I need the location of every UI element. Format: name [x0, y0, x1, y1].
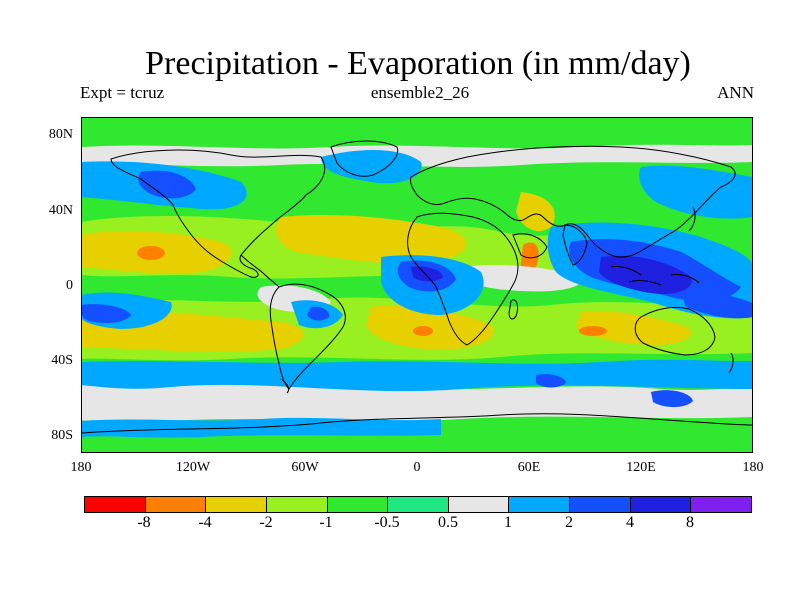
lon-label: 180	[742, 460, 764, 475]
colorbar-segment	[327, 497, 389, 512]
field-region	[599, 255, 692, 295]
lon-label: 60E	[517, 460, 541, 475]
coastline	[628, 280, 662, 286]
experiment-label: Expt = tcruz	[80, 83, 165, 102]
colorbar-label: -0.5	[374, 514, 400, 531]
map-title: Precipitation - Evaporation (in mm/day)	[145, 45, 691, 82]
colorbar-label: 1	[504, 514, 512, 531]
field-region	[639, 165, 753, 219]
coastline	[269, 283, 346, 390]
colorbar-segment	[448, 497, 510, 512]
field-region	[576, 311, 692, 345]
field-region	[81, 304, 131, 323]
colorbar-segment	[570, 497, 631, 512]
coastline	[562, 224, 588, 266]
lat-label: 0	[66, 278, 73, 293]
lat-label: 80N	[48, 127, 73, 142]
colorbar-segment	[509, 497, 571, 512]
field-region	[413, 326, 433, 336]
colorbar-label: -4	[198, 514, 212, 531]
coastline	[240, 254, 280, 288]
colorbar-segment	[691, 497, 752, 512]
precipitation-map	[81, 117, 753, 453]
ensemble-label: ensemble2_26	[370, 83, 470, 102]
coastline	[508, 299, 518, 320]
coastline	[410, 145, 736, 258]
coastline	[81, 413, 753, 434]
field-region	[81, 417, 441, 438]
coastline	[407, 212, 519, 346]
coastline	[110, 149, 326, 278]
field-region	[536, 374, 566, 388]
field-region	[276, 215, 467, 264]
lat-label: 80S	[51, 428, 73, 443]
field-region	[516, 192, 555, 232]
colorbar-segment	[630, 497, 692, 512]
lat-label: 40N	[48, 203, 73, 218]
coastline	[688, 206, 696, 232]
field-region	[579, 326, 607, 336]
lon-label: 180	[70, 460, 92, 475]
colorbar	[84, 496, 752, 513]
colorbar-segment	[388, 497, 449, 512]
field-region	[321, 150, 422, 184]
colorbar-label: 2	[565, 514, 573, 531]
colorbar-label: 8	[686, 514, 694, 531]
lon-label: 0	[413, 460, 421, 475]
coastline	[728, 352, 734, 374]
coastline	[280, 378, 290, 394]
colorbar-segment	[266, 497, 328, 512]
field-region	[460, 265, 582, 292]
field-region	[681, 291, 753, 319]
lon-label: 120E	[626, 460, 656, 475]
field-region	[307, 306, 330, 321]
colorbar-segment	[85, 497, 146, 512]
colorbar-label: 4	[626, 514, 634, 531]
field-region	[81, 144, 753, 167]
field-region	[411, 266, 443, 282]
field-region	[81, 359, 753, 392]
coastline	[512, 233, 548, 259]
coastline	[330, 140, 399, 177]
colorbar-label: -8	[137, 514, 151, 531]
colorbar-label: -2	[259, 514, 273, 531]
coastline	[670, 274, 700, 284]
field-region	[138, 170, 196, 199]
map-svg	[81, 117, 753, 453]
map-frame	[81, 117, 753, 453]
field-region	[81, 383, 753, 422]
lat-label: 40S	[51, 353, 73, 368]
colorbar-label: 0.5	[438, 514, 458, 531]
lon-label: 60W	[291, 460, 319, 475]
coastline	[610, 266, 642, 276]
coastline	[634, 306, 716, 356]
field-region	[651, 390, 693, 408]
lon-label: 120W	[175, 460, 211, 475]
field-region	[137, 246, 165, 260]
coastline-overlay	[81, 140, 753, 434]
season-label: ANN	[717, 83, 754, 102]
colorbar-segment	[206, 497, 267, 512]
colorbar-label: -1	[319, 514, 333, 531]
colorbar-segment	[145, 497, 207, 512]
